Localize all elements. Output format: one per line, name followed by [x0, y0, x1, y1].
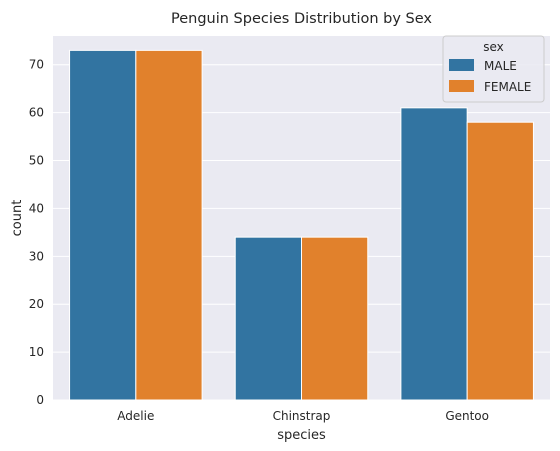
y-tick-label: 40	[29, 201, 44, 215]
x-tick-label: Adelie	[117, 409, 154, 423]
legend-swatch-male	[449, 59, 474, 71]
bar-chinstrap-male	[234, 236, 303, 401]
x-axis-title: species	[277, 428, 326, 443]
y-tick-label: 60	[29, 106, 44, 120]
y-tick-label: 70	[29, 58, 44, 72]
x-tick-label: Gentoo	[445, 409, 489, 423]
bar-gentoo-female	[466, 121, 534, 401]
bar-gentoo-male	[400, 107, 468, 401]
legend-title: sex	[483, 40, 504, 54]
legend-label-female: FEMALE	[484, 80, 531, 94]
y-tick-label: 50	[29, 154, 44, 168]
x-axis: Adelie Chinstrap Gentoo	[117, 409, 489, 423]
chart-title: Penguin Species Distribution by Sex	[171, 11, 432, 27]
bars	[69, 49, 534, 401]
y-axis: 0 10 20 30 40 50 60 70	[29, 58, 44, 407]
legend-swatch-female	[449, 80, 474, 92]
legend: sex MALE FEMALE	[442, 35, 545, 103]
y-axis-title: count	[10, 200, 25, 237]
y-tick-label: 20	[29, 297, 44, 311]
legend-label-male: MALE	[484, 59, 517, 73]
bar-chinstrap-female	[301, 236, 369, 401]
y-tick-label: 10	[29, 345, 44, 359]
y-tick-label: 0	[36, 393, 44, 407]
bar-adelie-male	[69, 49, 137, 401]
bar-adelie-female	[135, 49, 203, 401]
y-tick-label: 30	[29, 249, 44, 263]
legend-items: MALE FEMALE	[449, 59, 531, 94]
x-tick-label: Chinstrap	[273, 409, 331, 423]
